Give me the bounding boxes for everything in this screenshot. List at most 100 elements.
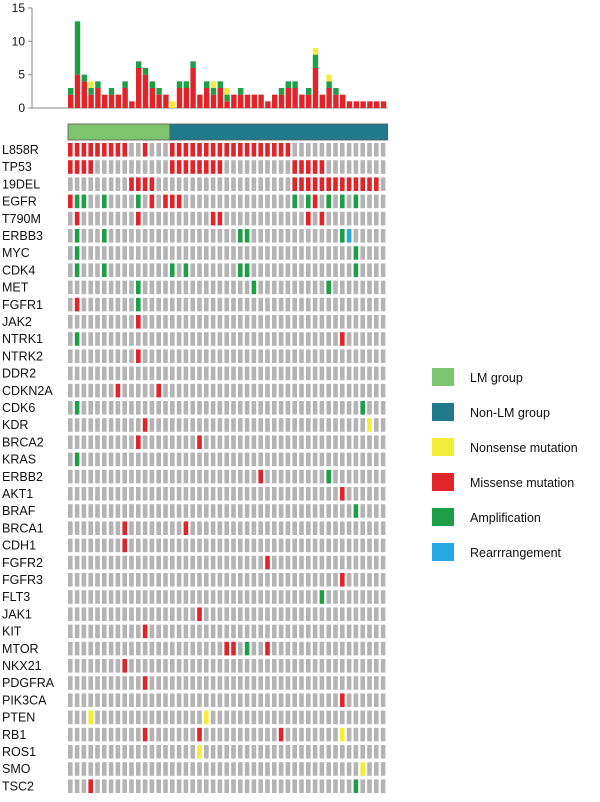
grid-cell [204, 315, 209, 329]
gene-label: KIT [2, 625, 22, 639]
grid-cell [285, 590, 291, 604]
grid-cell [265, 538, 270, 553]
grid-cell [115, 418, 121, 432]
grid-cell [238, 435, 243, 449]
grid-cell [319, 177, 325, 191]
grid-cell [340, 263, 345, 277]
count-bar [149, 81, 155, 88]
grid-cell [353, 504, 359, 518]
grid-cell [156, 160, 161, 174]
grid-cell [285, 280, 291, 295]
grid-cell [197, 727, 202, 742]
grid-cell [176, 590, 182, 604]
grid-cell [95, 710, 100, 725]
grid-cell [68, 538, 73, 553]
grid-cell [224, 624, 229, 639]
grid-cell [122, 659, 127, 673]
grid-cell [217, 710, 223, 725]
grid-cell [306, 727, 311, 742]
grid-cell [367, 297, 372, 312]
grid-cell [224, 641, 229, 656]
grid-cell [81, 573, 87, 587]
grid-cell [149, 779, 155, 793]
grid-cell [360, 504, 365, 518]
grid-cell [68, 762, 73, 776]
grid-cell [190, 504, 195, 518]
grid-cell [272, 315, 277, 329]
grid-cell [244, 160, 250, 174]
grid-cell [156, 624, 161, 639]
grid-cell [183, 590, 189, 604]
grid-cell [115, 349, 121, 363]
grid-cell [312, 229, 318, 243]
grid-cell [278, 555, 284, 570]
grid-cell [88, 246, 93, 260]
grid-cell [374, 762, 379, 776]
grid-cell [374, 366, 379, 381]
grid-cell [102, 504, 107, 518]
grid-cell [272, 160, 277, 174]
grid-cell [292, 676, 297, 690]
grid-cell [306, 469, 311, 484]
count-bar [292, 87, 298, 108]
grid-cell [95, 504, 100, 518]
grid-cell [319, 229, 325, 243]
grid-cell [163, 315, 168, 329]
count-bar [285, 87, 291, 108]
grid-cell [353, 676, 359, 690]
grid-cell [163, 607, 168, 621]
grid-cell [292, 710, 297, 725]
grid-cell [136, 143, 141, 157]
grid-cell [183, 177, 189, 191]
grid-cell [306, 538, 311, 553]
grid-cell [258, 745, 263, 759]
grid-cell [136, 297, 141, 312]
grid-cell [340, 349, 345, 363]
grid-cell [285, 469, 291, 484]
grid-cell [217, 452, 223, 467]
grid-cell [265, 177, 270, 191]
grid-cell [95, 590, 100, 604]
grid-cell [231, 727, 236, 742]
legend-label: Amplification [470, 511, 541, 525]
legend-label: LM group [470, 371, 523, 385]
grid-cell [122, 607, 127, 621]
grid-cell [210, 177, 216, 191]
grid-cell [251, 573, 257, 587]
grid-cell [340, 487, 345, 501]
grid-cell [251, 332, 257, 346]
grid-cell [306, 297, 311, 312]
grid-cell [217, 229, 223, 243]
grid-cell [360, 676, 365, 690]
grid-cell [217, 607, 223, 621]
grid-cell [238, 452, 243, 467]
grid-cell [333, 693, 338, 707]
grid-cell [115, 659, 121, 673]
grid-cell [251, 143, 257, 157]
grid-cell [238, 263, 243, 277]
count-bar [210, 94, 217, 108]
grid-cell [102, 315, 107, 329]
grid-cell [285, 263, 291, 277]
grid-cell [285, 727, 291, 742]
grid-cell [319, 745, 325, 759]
gene-label: KRAS [2, 453, 36, 467]
grid-cell [95, 727, 100, 742]
grid-cell [163, 469, 168, 484]
grid-cell [190, 469, 195, 484]
grid-cell [353, 590, 359, 604]
grid-cell [306, 418, 311, 432]
grid-cell [115, 194, 121, 209]
grid-cell [224, 211, 229, 226]
grid-cell [81, 297, 87, 312]
grid-cell [360, 366, 365, 381]
grid-cell [68, 590, 73, 604]
grid-cell [210, 538, 216, 553]
grid-cell [380, 366, 386, 381]
grid-cell [163, 624, 168, 639]
grid-cell [251, 211, 257, 226]
grid-cell [142, 401, 148, 415]
grid-cell [142, 315, 148, 329]
grid-cell [217, 332, 223, 346]
count-bar [312, 67, 319, 108]
